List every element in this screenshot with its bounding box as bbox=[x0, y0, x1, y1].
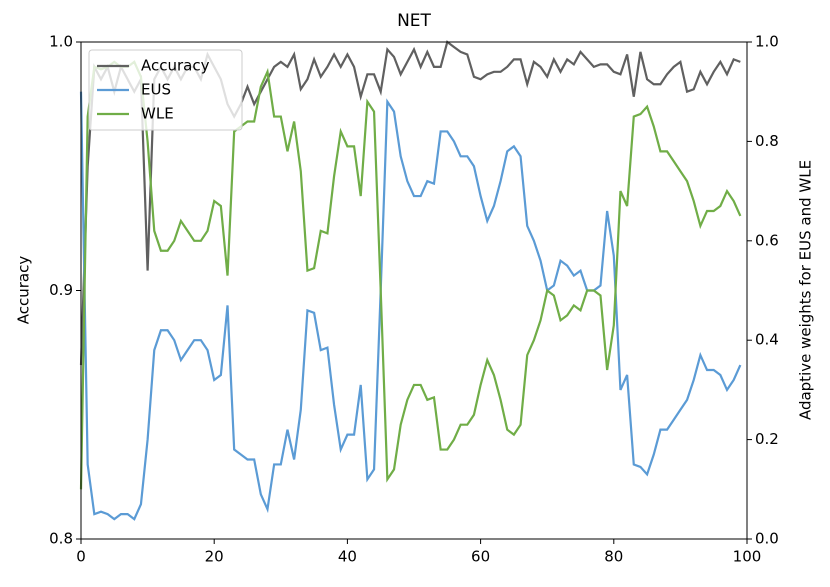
x-tick-label: 40 bbox=[338, 548, 357, 566]
y2-tick-label: 0.2 bbox=[755, 430, 779, 448]
y2-tick-label: 0.4 bbox=[755, 331, 779, 349]
legend-label: EUS bbox=[141, 81, 171, 99]
x-tick-label: 0 bbox=[76, 548, 86, 566]
chart-title: NET bbox=[397, 11, 431, 31]
y-axis-label: Accuracy bbox=[15, 256, 33, 325]
series-line bbox=[79, 60, 742, 490]
y-tick-label: 0.8 bbox=[49, 530, 73, 548]
legend-box bbox=[88, 49, 243, 131]
x-tick-label: 20 bbox=[205, 548, 224, 566]
y-tick-label: 1.0 bbox=[49, 33, 73, 51]
y2-axis-label: Adaptive weights for EUS and WLE bbox=[797, 160, 815, 420]
x-tick-label: 60 bbox=[471, 548, 490, 566]
y2-tick-label: 0.6 bbox=[755, 231, 779, 249]
legend-label: WLE bbox=[141, 105, 174, 123]
y2-tick-label: 0.0 bbox=[755, 530, 779, 548]
x-tick-label: 80 bbox=[604, 548, 623, 566]
series-line bbox=[79, 91, 742, 521]
legend-label: Accuracy bbox=[141, 57, 210, 75]
y2-tick-label: 1.0 bbox=[755, 33, 779, 51]
y2-tick-label: 0.8 bbox=[755, 132, 779, 150]
plot-frame bbox=[80, 41, 748, 540]
x-tick-label: 100 bbox=[733, 548, 762, 566]
y-tick-label: 0.9 bbox=[49, 281, 73, 299]
